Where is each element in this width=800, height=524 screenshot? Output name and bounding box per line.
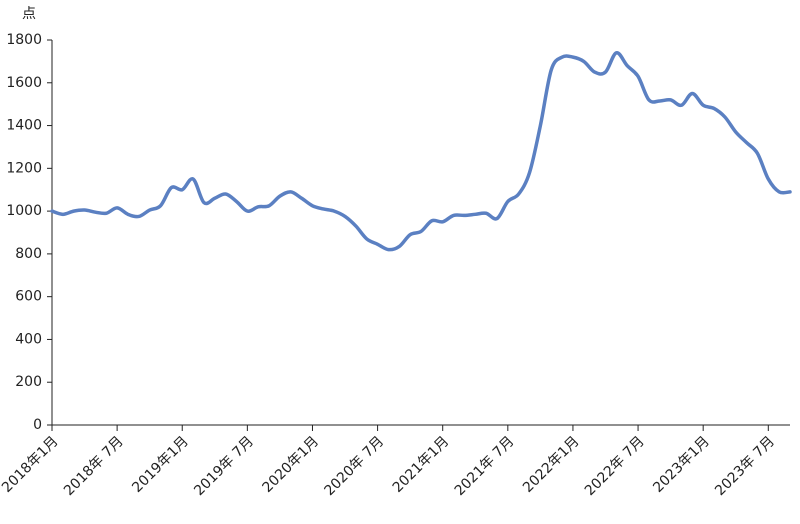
y-tick-label: 1600 — [6, 75, 42, 91]
x-tick-label: 2022年 7月 — [582, 433, 648, 499]
y-tick-label: 800 — [15, 246, 42, 262]
x-tick-label: 2019年 7月 — [191, 433, 257, 499]
x-tick-label: 2018年1月 — [0, 433, 62, 496]
y-tick-label: 400 — [15, 331, 42, 347]
x-tick-label: 2020年 7月 — [321, 433, 387, 499]
y-axis-label: 点 — [22, 6, 36, 22]
y-tick-label: 600 — [15, 289, 42, 305]
line — [50, 51, 792, 252]
x-tick-label: 2023年1月 — [650, 433, 713, 496]
x-tick-label: 2021年1月 — [390, 433, 453, 496]
x-tick-label: 2022年1月 — [520, 433, 583, 496]
y-tick-label: 1800 — [6, 32, 42, 48]
x-tick-label: 2019年1月 — [129, 433, 192, 496]
y-tick-label: 1000 — [6, 203, 42, 219]
x-tick-label: 2018年 7月 — [61, 433, 127, 499]
y-tick-label: 1400 — [6, 118, 42, 134]
y-tick-label: 1200 — [6, 160, 42, 176]
x-tick-label: 2023年 7月 — [712, 433, 778, 499]
x-tick-label: 2021年 7月 — [452, 433, 518, 499]
x-tick-label: 2020年1月 — [260, 433, 323, 496]
y-tick-label: 0 — [33, 417, 42, 433]
y-tick-label: 200 — [15, 374, 42, 390]
